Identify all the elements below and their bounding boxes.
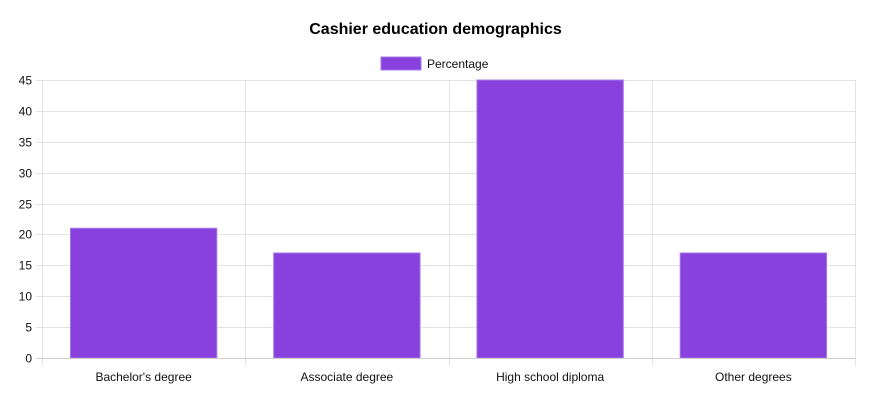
- legend-label[interactable]: Percentage: [427, 57, 489, 71]
- y-tick-label: 35: [19, 136, 33, 150]
- y-tick-label: 25: [19, 198, 33, 212]
- bar[interactable]: [69, 227, 218, 359]
- y-tick-label: 10: [19, 290, 33, 304]
- x-tick-label: Associate degree: [301, 370, 394, 384]
- legend: Percentage: [380, 56, 489, 71]
- y-axis-ticks: 0 5 10 15 20 25 30 35 40 45: [19, 74, 33, 366]
- x-tick-label: Bachelor's degree: [95, 370, 192, 384]
- y-tick-label: 0: [25, 352, 32, 366]
- bar[interactable]: [476, 79, 624, 359]
- x-tick-label: High school diploma: [496, 370, 604, 384]
- y-tick-label: 45: [19, 74, 33, 88]
- y-tick-label: 20: [19, 228, 33, 242]
- y-tick-label: 15: [19, 259, 33, 273]
- legend-swatch[interactable]: [380, 56, 422, 71]
- y-tick-label: 30: [19, 167, 33, 181]
- bars: [69, 79, 828, 359]
- x-axis-ticks: Bachelor's degree Associate degree High sc…: [95, 370, 791, 384]
- bar[interactable]: [273, 252, 421, 359]
- y-tick-label: 5: [25, 321, 32, 335]
- chart-title: Cashier education demographics: [309, 21, 562, 38]
- bar[interactable]: [679, 252, 828, 359]
- x-tick-label: Other degrees: [715, 370, 792, 384]
- y-tick-label: 40: [19, 105, 33, 119]
